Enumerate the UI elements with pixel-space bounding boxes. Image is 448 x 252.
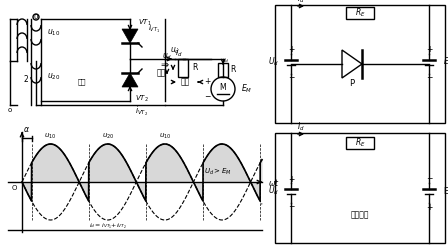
Text: $u_{10}$: $u_{10}$ xyxy=(47,28,60,38)
Text: $u_{10}$: $u_{10}$ xyxy=(159,131,171,141)
Text: −: − xyxy=(288,74,294,82)
Text: o: o xyxy=(8,107,12,113)
Text: +: + xyxy=(288,174,294,183)
Text: $R_E$: $R_E$ xyxy=(355,137,366,149)
Polygon shape xyxy=(122,29,138,43)
Text: −: − xyxy=(426,174,432,183)
Text: $i_{VT_1}$: $i_{VT_1}$ xyxy=(148,23,160,35)
Text: $I_d$: $I_d$ xyxy=(297,121,305,133)
Text: +: + xyxy=(204,77,210,85)
Text: $i_d$$=$$i_{VT_1}$$+$$i_{VT_2}$: $i_d$$=$$i_{VT_1}$$+$$i_{VT_2}$ xyxy=(89,221,127,231)
Text: −: − xyxy=(288,203,294,211)
Text: +: + xyxy=(426,203,432,211)
Text: M: M xyxy=(220,82,226,91)
Bar xyxy=(275,133,445,243)
Text: $I_d$: $I_d$ xyxy=(297,0,305,5)
Text: +: + xyxy=(426,46,432,54)
Polygon shape xyxy=(122,73,138,87)
Text: $u_{10}$: $u_{10}$ xyxy=(44,131,57,141)
Text: 2: 2 xyxy=(24,76,28,84)
Text: 电能: 电能 xyxy=(78,79,86,85)
Text: $i_{VT_2}$: $i_{VT_2}$ xyxy=(135,104,148,118)
Text: $u_d$: $u_d$ xyxy=(170,46,180,56)
Text: $U_d$: $U_d$ xyxy=(268,185,279,197)
Text: 顺向串联: 顺向串联 xyxy=(351,210,369,219)
Text: P: P xyxy=(349,79,354,88)
Bar xyxy=(346,7,374,19)
Text: $\Rightarrow$: $\Rightarrow$ xyxy=(159,60,171,70)
Text: $E_M$: $E_M$ xyxy=(241,83,252,95)
Text: 电能: 电能 xyxy=(156,69,166,78)
Text: $\omega t$: $\omega t$ xyxy=(268,176,280,187)
Text: 0: 0 xyxy=(34,14,38,20)
Text: $VT_2$: $VT_2$ xyxy=(135,94,149,104)
Bar xyxy=(275,5,445,123)
Text: $U_d$: $U_d$ xyxy=(268,56,279,68)
Text: E: E xyxy=(443,186,448,196)
Text: −: − xyxy=(204,92,210,102)
Text: R: R xyxy=(192,64,198,73)
Text: $\alpha$: $\alpha$ xyxy=(23,125,30,135)
Bar xyxy=(218,63,228,77)
Text: $VT_1$: $VT_1$ xyxy=(138,18,152,28)
Text: $R_E$: $R_E$ xyxy=(355,7,366,19)
Text: $E_M$: $E_M$ xyxy=(443,56,448,68)
Text: $u_{20}$: $u_{20}$ xyxy=(102,131,114,141)
Text: $u_{20}$: $u_{20}$ xyxy=(47,72,60,82)
Text: 电能: 电能 xyxy=(181,78,190,86)
Text: +: + xyxy=(288,46,294,54)
Text: O: O xyxy=(12,185,17,191)
Text: $i_d$: $i_d$ xyxy=(175,47,183,59)
Text: $U_d$$>$$E_M$: $U_d$$>$$E_M$ xyxy=(204,167,232,177)
Text: R: R xyxy=(230,66,236,75)
Text: −: − xyxy=(426,74,432,82)
Text: $i_d$: $i_d$ xyxy=(223,56,229,66)
Bar xyxy=(178,59,188,77)
Text: $u_d$: $u_d$ xyxy=(162,52,172,62)
Bar xyxy=(346,137,374,149)
